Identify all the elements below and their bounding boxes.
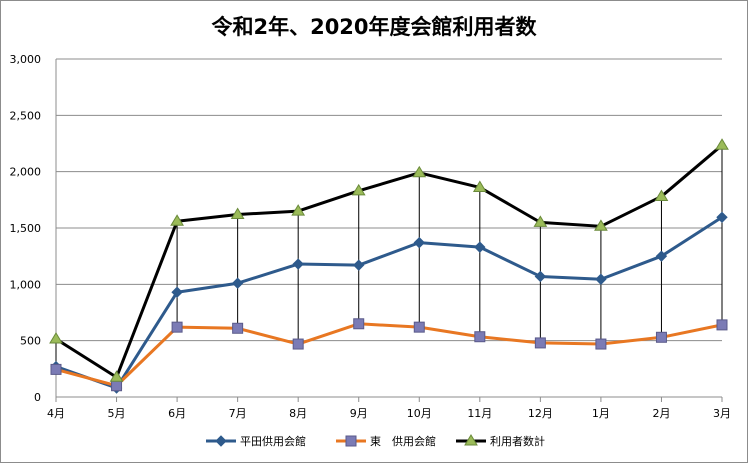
chart-title: 令和2年、2020年度会館利用者数 <box>211 15 537 39</box>
data-point <box>171 321 183 333</box>
x-tick-label: 7月 <box>229 407 247 420</box>
x-tick-labels: 4月 5月 6月 7月 8月 9月 10月 11月 12月 1月 2月 3月 <box>47 407 731 420</box>
legend-marker <box>464 434 478 446</box>
series-line-2 <box>55 322 723 388</box>
legend-marker <box>215 435 227 447</box>
data-point <box>716 319 728 331</box>
drop-lines <box>55 145 723 388</box>
legend-label: 利用者数計 <box>490 434 545 448</box>
series-line-1 <box>55 216 723 390</box>
data-point <box>351 183 366 196</box>
x-tick-label: 12月 <box>528 407 553 420</box>
data-point <box>595 273 607 285</box>
data-point <box>595 338 607 350</box>
x-tick-label: 10月 <box>407 407 432 420</box>
legend-label: 平田供用会館 <box>240 434 306 448</box>
data-point <box>49 332 63 344</box>
data-point <box>474 241 486 253</box>
legend-marker <box>345 435 357 447</box>
y-tick-labels: 0 500 1,000 1,500 2,000 2,500 3,000 <box>10 53 42 404</box>
data-point <box>655 331 667 343</box>
x-tick-label: 3月 <box>713 407 731 420</box>
data-point <box>111 380 123 392</box>
data-point <box>232 322 244 334</box>
grid-lines <box>55 58 723 402</box>
data-point <box>353 318 365 330</box>
data-point <box>715 138 729 150</box>
y-tick-label: 3,000 <box>10 53 42 66</box>
data-point <box>412 165 427 178</box>
legend: 平田供用会館 東 供用会館 利用者数計 <box>206 434 545 448</box>
data-point <box>50 363 62 375</box>
data-point <box>230 207 245 219</box>
data-point <box>171 286 183 298</box>
data-point <box>291 204 306 216</box>
data-point <box>654 189 669 201</box>
y-tick-label: 1,000 <box>10 278 42 291</box>
data-point <box>716 211 728 224</box>
data-point <box>474 331 486 343</box>
x-tick-label: 8月 <box>289 407 307 420</box>
data-point <box>170 214 184 226</box>
data-point <box>109 370 124 382</box>
series-lines <box>49 138 729 394</box>
legend-label: 東 供用会館 <box>370 434 436 448</box>
y-tick-label: 2,500 <box>10 109 42 122</box>
data-point <box>534 337 546 349</box>
series-line-3 <box>55 144 723 379</box>
data-point <box>413 236 425 249</box>
data-point <box>594 219 608 231</box>
y-tick-label: 1,500 <box>10 222 42 235</box>
y-tick-label: 0 <box>34 391 41 404</box>
x-tick-label: 9月 <box>350 407 368 420</box>
data-point <box>655 250 668 262</box>
x-tick-label: 4月 <box>47 407 65 420</box>
x-tick-label: 1月 <box>592 407 610 420</box>
x-tick-label: 2月 <box>652 407 670 420</box>
data-point <box>413 321 425 333</box>
y-tick-label: 500 <box>20 335 41 348</box>
data-point <box>472 180 487 192</box>
data-point <box>292 338 304 350</box>
y-tick-label: 2,000 <box>10 166 42 179</box>
x-tick-label: 6月 <box>168 407 186 420</box>
data-point <box>292 258 304 270</box>
data-point <box>533 215 548 227</box>
x-tick-label: 5月 <box>108 407 126 420</box>
data-point <box>231 277 244 289</box>
data-point <box>353 259 365 271</box>
data-point <box>534 270 547 283</box>
x-tick-label: 11月 <box>467 407 492 420</box>
